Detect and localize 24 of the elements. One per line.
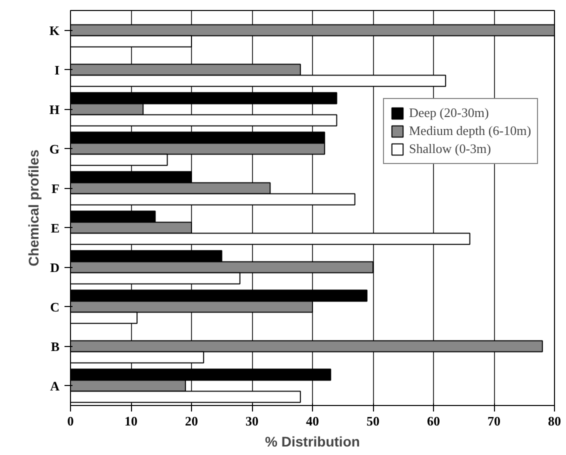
x-tick-label: 20 (185, 414, 198, 428)
x-tick-label: 0 (67, 414, 74, 428)
y-tick-label: D (50, 260, 60, 275)
y-tick-label: A (50, 378, 60, 394)
y-tick-label: G (49, 141, 60, 156)
y-tick-label: C (50, 299, 60, 314)
y-tick-label: F (52, 180, 60, 196)
y-tick-label: H (49, 102, 60, 117)
legend-label: Medium depth (6-10m) (409, 123, 532, 139)
y-tick-label: E (50, 220, 60, 236)
y-tick-label: I (54, 62, 60, 78)
x-tick-label: 40 (306, 414, 319, 428)
x-tick-label: 80 (548, 414, 561, 428)
x-tick-label: 30 (246, 414, 258, 428)
x-tick-label: 70 (488, 414, 500, 428)
y-tick-label: K (49, 22, 60, 38)
x-tick-label: 10 (124, 414, 138, 428)
legend-label: Shallow (0-3m) (409, 141, 491, 157)
x-tick-label: 50 (366, 414, 380, 428)
x-axis-title: % Distribution (265, 434, 360, 450)
x-tick-label: 60 (427, 414, 440, 428)
y-axis-title: Chemical profiles (25, 149, 42, 266)
y-tick-label: B (50, 338, 60, 354)
legend-label: Deep (20-30m) (409, 105, 489, 121)
